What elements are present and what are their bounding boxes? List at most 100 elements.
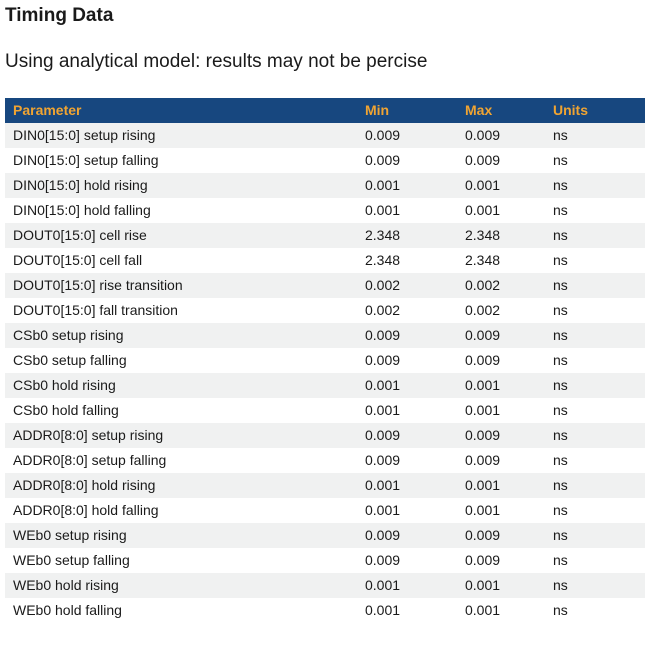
column-header-min: Min — [357, 98, 457, 123]
cell-parameter: CSb0 setup rising — [13, 327, 124, 343]
cell-units: ns — [553, 152, 568, 168]
column-header-parameter: Parameter — [5, 98, 357, 123]
cell-parameter: DOUT0[15:0] cell rise — [13, 227, 147, 243]
cell-units: ns — [553, 277, 568, 293]
table-row: ADDR0[8:0] hold falling 0.001 0.001 ns — [5, 498, 645, 523]
table-row: ADDR0[8:0] hold rising 0.001 0.001 ns — [5, 473, 645, 498]
cell-min: 0.001 — [365, 577, 401, 593]
cell-parameter: ADDR0[8:0] hold falling — [13, 502, 159, 518]
cell-parameter: ADDR0[8:0] hold rising — [13, 477, 156, 493]
cell-units: ns — [553, 327, 568, 343]
cell-min: 0.001 — [365, 377, 401, 393]
cell-parameter: DIN0[15:0] setup falling — [13, 152, 159, 168]
cell-max: 0.009 — [465, 352, 501, 368]
cell-parameter: CSb0 hold falling — [13, 402, 119, 418]
table-row: WEb0 hold rising 0.001 0.001 ns — [5, 573, 645, 598]
cell-min: 0.009 — [365, 452, 401, 468]
table-row: WEb0 setup falling 0.009 0.009 ns — [5, 548, 645, 573]
cell-min: 0.001 — [365, 177, 401, 193]
cell-parameter: CSb0 setup falling — [13, 352, 127, 368]
cell-min: 0.009 — [365, 427, 401, 443]
table-row: ADDR0[8:0] setup falling 0.009 0.009 ns — [5, 448, 645, 473]
cell-max: 0.009 — [465, 527, 501, 543]
cell-units: ns — [553, 127, 568, 143]
cell-parameter: DIN0[15:0] hold falling — [13, 202, 151, 218]
cell-units: ns — [553, 452, 568, 468]
cell-max: 0.001 — [465, 502, 501, 518]
cell-parameter: DOUT0[15:0] cell fall — [13, 252, 143, 268]
table-row: DOUT0[15:0] fall transition 0.002 0.002 ns — [5, 298, 645, 323]
cell-parameter: WEb0 hold falling — [13, 602, 122, 618]
column-header-units: Units — [545, 98, 645, 123]
table-row: DOUT0[15:0] cell fall 2.348 2.348 ns — [5, 248, 645, 273]
cell-parameter: DOUT0[15:0] rise transition — [13, 277, 183, 293]
cell-max: 0.001 — [465, 602, 501, 618]
table-row: DOUT0[15:0] rise transition 0.002 0.002 ns — [5, 273, 645, 298]
cell-units: ns — [553, 427, 568, 443]
cell-max: 0.001 — [465, 177, 501, 193]
cell-units: ns — [553, 577, 568, 593]
cell-min: 0.009 — [365, 127, 401, 143]
table-row: CSb0 hold falling 0.001 0.001 ns — [5, 398, 645, 423]
cell-units: ns — [553, 552, 568, 568]
cell-max: 0.001 — [465, 402, 501, 418]
cell-units: ns — [553, 527, 568, 543]
table-row: DIN0[15:0] hold falling 0.001 0.001 ns — [5, 198, 645, 223]
cell-max: 0.009 — [465, 452, 501, 468]
cell-units: ns — [553, 602, 568, 618]
table-row: DIN0[15:0] hold rising 0.001 0.001 ns — [5, 173, 645, 198]
table-row: DIN0[15:0] setup rising 0.009 0.009 ns — [5, 123, 645, 148]
cell-units: ns — [553, 227, 568, 243]
cell-max: 0.009 — [465, 427, 501, 443]
cell-min: 0.001 — [365, 477, 401, 493]
cell-min: 0.002 — [365, 277, 401, 293]
cell-min: 0.009 — [365, 527, 401, 543]
cell-min: 0.002 — [365, 302, 401, 318]
cell-min: 0.009 — [365, 352, 401, 368]
cell-min: 2.348 — [365, 252, 401, 268]
table-row: WEb0 setup rising 0.009 0.009 ns — [5, 523, 645, 548]
cell-max: 0.009 — [465, 327, 501, 343]
cell-max: 0.001 — [465, 377, 501, 393]
cell-units: ns — [553, 252, 568, 268]
table-row: CSb0 setup rising 0.009 0.009 ns — [5, 323, 645, 348]
cell-units: ns — [553, 377, 568, 393]
cell-parameter: DOUT0[15:0] fall transition — [13, 302, 178, 318]
page-title: Timing Data — [5, 5, 114, 26]
table-row: DOUT0[15:0] cell rise 2.348 2.348 ns — [5, 223, 645, 248]
cell-parameter: ADDR0[8:0] setup falling — [13, 452, 167, 468]
column-header-max: Max — [457, 98, 545, 123]
cell-min: 0.001 — [365, 402, 401, 418]
cell-max: 0.009 — [465, 552, 501, 568]
table-row: CSb0 setup falling 0.009 0.009 ns — [5, 348, 645, 373]
cell-parameter: CSb0 hold rising — [13, 377, 116, 393]
cell-parameter: WEb0 setup falling — [13, 552, 130, 568]
cell-min: 2.348 — [365, 227, 401, 243]
cell-max: 0.001 — [465, 577, 501, 593]
cell-units: ns — [553, 402, 568, 418]
cell-min: 0.009 — [365, 327, 401, 343]
cell-max: 0.002 — [465, 302, 501, 318]
cell-parameter: ADDR0[8:0] setup rising — [13, 427, 164, 443]
cell-units: ns — [553, 302, 568, 318]
cell-units: ns — [553, 202, 568, 218]
cell-min: 0.009 — [365, 552, 401, 568]
table-header-row: Parameter Min Max Units — [5, 98, 645, 123]
cell-parameter: DIN0[15:0] hold rising — [13, 177, 148, 193]
cell-parameter: WEb0 setup rising — [13, 527, 127, 543]
cell-min: 0.001 — [365, 602, 401, 618]
table-row: CSb0 hold rising 0.001 0.001 ns — [5, 373, 645, 398]
cell-max: 0.001 — [465, 202, 501, 218]
cell-units: ns — [553, 177, 568, 193]
timing-table-body: DIN0[15:0] setup rising 0.009 0.009 ns DIN0[… — [5, 123, 645, 623]
cell-max: 2.348 — [465, 227, 501, 243]
cell-parameter: WEb0 hold rising — [13, 577, 119, 593]
cell-min: 0.001 — [365, 202, 401, 218]
page-subtitle: Using analytical model: results may not … — [5, 51, 428, 72]
timing-data-table: Parameter Min Max Units DIN0[15:0] setup… — [5, 98, 645, 623]
cell-max: 0.009 — [465, 127, 501, 143]
table-row: WEb0 hold falling 0.001 0.001 ns — [5, 598, 645, 623]
cell-max: 0.001 — [465, 477, 501, 493]
cell-units: ns — [553, 477, 568, 493]
table-row: ADDR0[8:0] setup rising 0.009 0.009 ns — [5, 423, 645, 448]
